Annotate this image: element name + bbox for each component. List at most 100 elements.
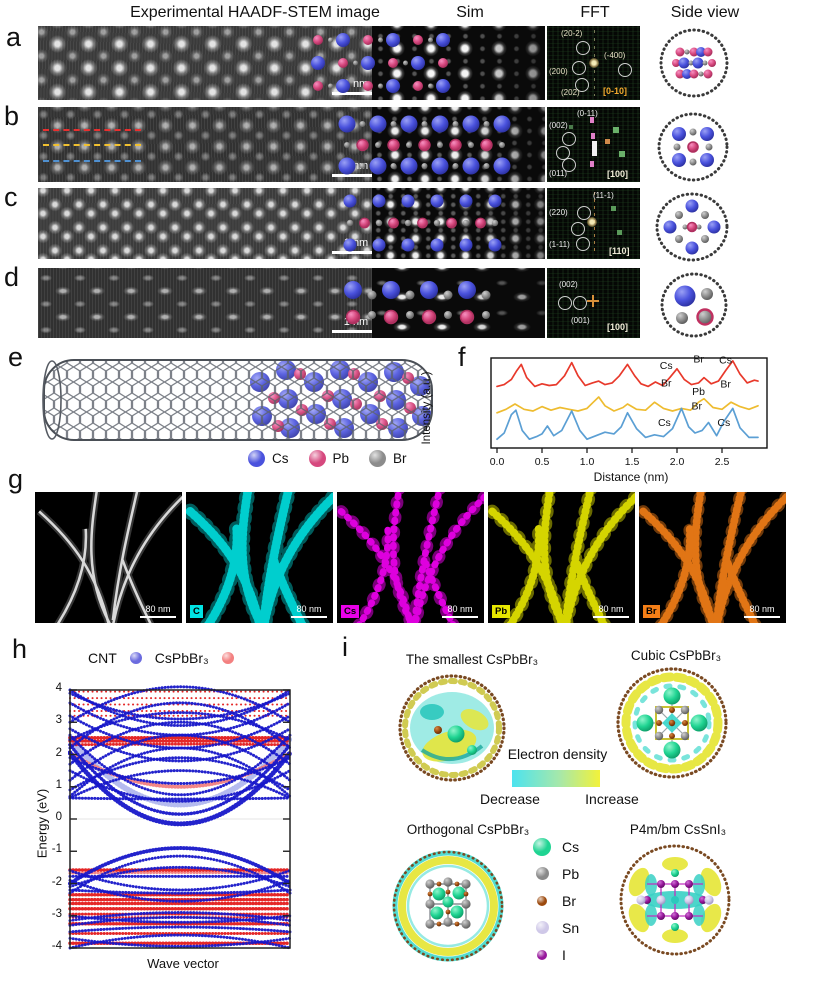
energy-tick--4: -4 — [51, 940, 62, 952]
br-atom-icon — [369, 450, 387, 467]
fft-spot-ring — [576, 237, 590, 251]
fft-index-label: (0-11) — [577, 109, 598, 118]
scale-bar: 80 nm — [291, 604, 327, 618]
panel-c-sim-image — [372, 188, 545, 259]
panel-e-legend: Cs Pb Br — [248, 450, 407, 467]
panel-d-sim-image — [372, 268, 545, 338]
panel-d-side-view — [660, 272, 728, 338]
scale-bar: 80 nm — [593, 604, 629, 618]
panel-g-lead-map: Pb 80 nm — [488, 492, 635, 623]
panel-label-g: g — [8, 464, 24, 494]
panel-a-fft: (20-2) (-400) (200) (202) [0-10] — [547, 26, 640, 100]
panel-d-strip: 1 nm (002) (001) [100] — [38, 268, 640, 338]
panel-label-i: i — [342, 632, 348, 662]
pb-atom-icon — [308, 450, 326, 467]
panel-d-atom-overlay — [344, 281, 491, 325]
scale-bar: 80 nm — [744, 604, 780, 618]
svg-text:Cs: Cs — [658, 417, 671, 429]
panel-g-haadf-map: 80 nm — [35, 492, 182, 623]
panel-d-fft: (002) (001) [100] — [547, 268, 640, 338]
fft-index-label: (002) — [559, 280, 578, 289]
legend-item-sn: Sn — [532, 914, 579, 941]
electron-density-colorbar — [512, 770, 600, 787]
fft-center-spot — [589, 58, 599, 68]
i-title-cubic: Cubic CsPbBr₃ — [630, 648, 722, 663]
panel-e-nanotube-model — [42, 359, 433, 441]
intensity-profile-plot: 0.0 0.5 1.0 1.5 2.0 2.5 Cs Br Cs Br Pb Br Cs Br Cs — [490, 354, 768, 468]
fft-spot-ring — [558, 296, 572, 310]
element-tag: Br — [643, 605, 660, 618]
i-cubic-structure — [616, 667, 728, 779]
br-atom-icon — [537, 895, 547, 906]
scale-bar: 80 nm — [442, 604, 478, 618]
legend-item-cs: Cs — [532, 833, 579, 860]
fft-zone-axis: [100] — [607, 322, 629, 332]
fft-index-label: (001) — [571, 316, 590, 325]
fft-spot-ring — [572, 61, 586, 75]
pb-atom-icon — [535, 867, 549, 880]
i-orthogonal-structure — [392, 850, 504, 962]
panel-a-side-view — [659, 28, 729, 98]
cs-atom-icon — [248, 450, 265, 467]
fft-zone-axis: [110] — [609, 246, 630, 256]
panel-c-side-view — [655, 192, 729, 262]
fft-index-label: (-400) — [604, 51, 626, 60]
element-tag: Pb — [492, 605, 511, 618]
fft-index-label: (20-2) — [561, 29, 583, 38]
energy-tick-3: 3 — [55, 714, 62, 727]
legend-cnt-label: CNT — [88, 650, 117, 666]
legend-item-pb: Pb — [308, 450, 349, 467]
fft-index-label: (011) — [549, 169, 568, 178]
fft-index-label: (002) — [549, 121, 568, 130]
f-x-axis-label: Distance (nm) — [593, 470, 669, 484]
svg-text:Cs: Cs — [719, 355, 732, 367]
fft-index-label: (11-1) — [593, 191, 614, 200]
i-title-p4mbm: P4m/bm CsSnI₃ — [629, 822, 727, 837]
panel-g-carbon-map: C 80 nm — [186, 492, 333, 623]
fft-spot-ring — [573, 296, 587, 310]
panel-c-strip: 1 nm (11-1) (220) (1-11) [110] — [38, 188, 640, 259]
energy-tick--2: -2 — [51, 875, 62, 888]
svg-text:2.5: 2.5 — [715, 456, 730, 468]
f-y-axis-label: Intensity (a.u.) — [421, 371, 433, 445]
fft-spot-ring — [575, 78, 589, 92]
energy-tick--1: -1 — [51, 843, 62, 856]
legend-item-br: Br — [369, 450, 407, 467]
panel-label-c: c — [4, 182, 18, 212]
energy-tick-2: 2 — [55, 746, 62, 759]
panel-label-f: f — [458, 342, 466, 372]
panel-b-strip: 1 nm (0-11) (002) — [38, 107, 640, 182]
fft-spot-ring — [618, 63, 632, 77]
panel-label-a: a — [6, 22, 22, 52]
svg-text:1.5: 1.5 — [625, 456, 640, 468]
fft-spot-ring — [571, 222, 585, 236]
panel-c-stem-image: 1 nm — [38, 188, 372, 259]
panel-a-atom-overlay — [311, 33, 450, 93]
energy-tick-1: 1 — [55, 778, 62, 791]
panel-b-side-view — [657, 112, 729, 182]
cnt-dot-icon — [129, 652, 142, 664]
fft-spot-ring — [576, 41, 590, 55]
cs-atom-icon — [533, 837, 551, 856]
i-p4mbm-structure — [619, 844, 731, 956]
colorbar-title: Electron density — [507, 746, 608, 762]
red-profile-line — [43, 129, 141, 131]
element-tag: Cs — [341, 605, 360, 618]
fft-zone-axis: [100] — [607, 169, 629, 179]
fft-center-spot — [587, 217, 597, 227]
band-legend: CNT CsPbBr₃ — [88, 650, 234, 666]
legend-item-br: Br — [532, 887, 579, 914]
svg-text:Cs: Cs — [717, 417, 730, 429]
svg-text:Pb: Pb — [692, 386, 705, 398]
panel-label-d: d — [4, 262, 20, 292]
colorbar-increase-label: Increase — [585, 791, 639, 807]
fft-index-label: (1-11) — [549, 240, 570, 249]
band-structure-plot — [68, 685, 293, 950]
fft-spot-ring — [562, 158, 576, 172]
panel-g-cesium-map: Cs 80 nm — [337, 492, 484, 623]
legend-item-i: I — [532, 941, 579, 968]
scale-bar: 80 nm — [140, 604, 176, 618]
svg-text:0.5: 0.5 — [535, 456, 550, 468]
energy-tick--3: -3 — [51, 907, 62, 920]
